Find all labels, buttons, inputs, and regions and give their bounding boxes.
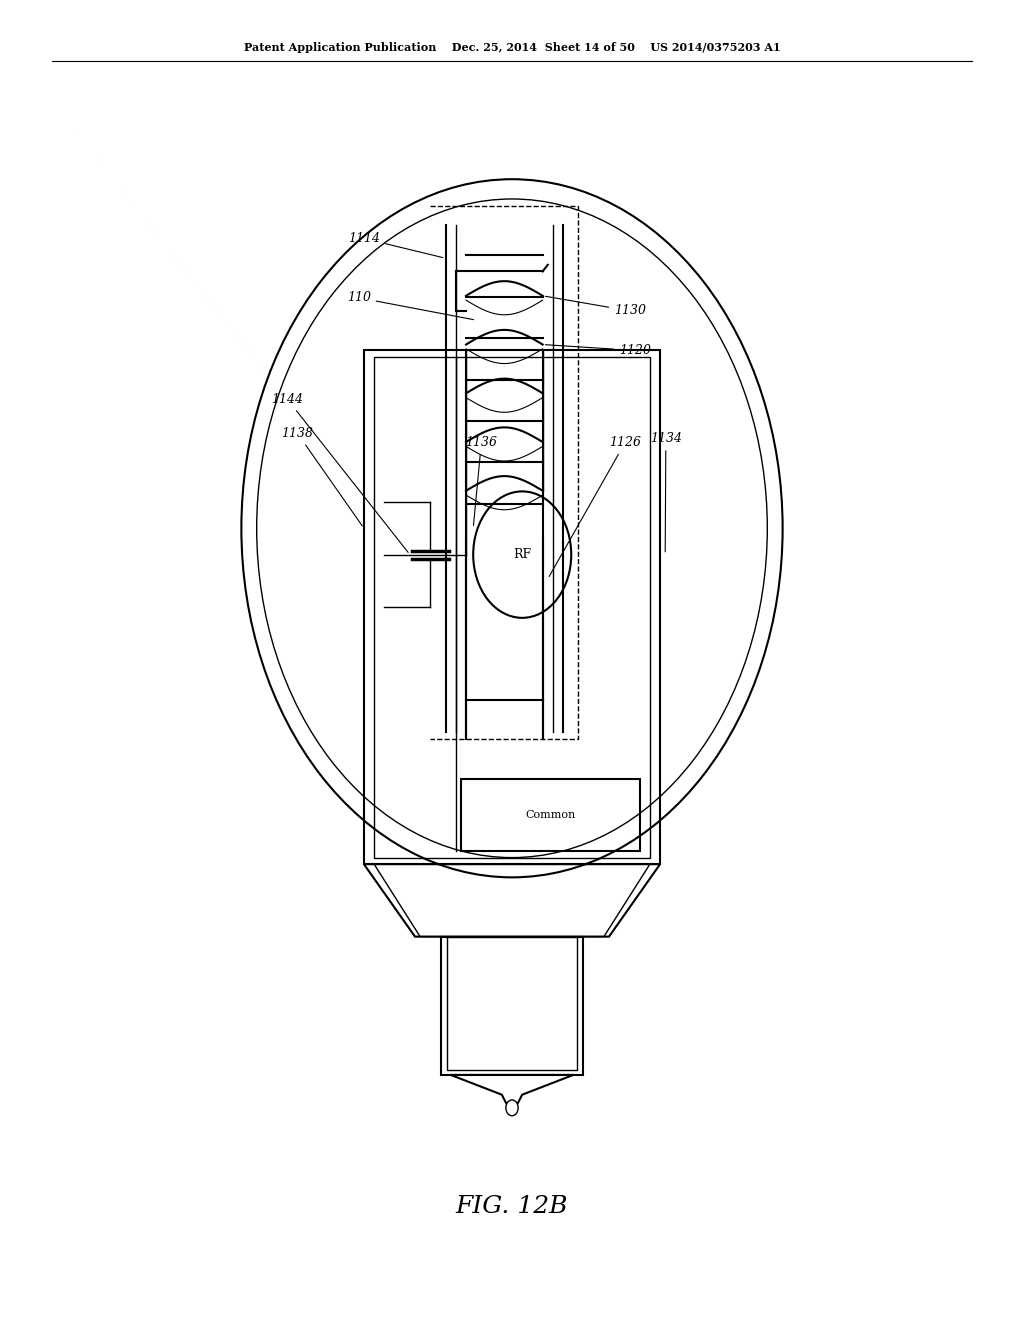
Text: RF: RF (513, 548, 531, 561)
Text: 1136: 1136 (465, 436, 498, 525)
Text: Patent Application Publication    Dec. 25, 2014  Sheet 14 of 50    US 2014/03752: Patent Application Publication Dec. 25, … (244, 42, 780, 53)
Text: 1144: 1144 (271, 392, 409, 553)
Text: 1120: 1120 (546, 345, 651, 356)
Circle shape (506, 1100, 518, 1115)
Text: 110: 110 (347, 292, 473, 319)
Text: FIG. 12B: FIG. 12B (456, 1195, 568, 1218)
Text: 1134: 1134 (650, 432, 682, 552)
Text: 1130: 1130 (546, 296, 646, 317)
Text: 1126: 1126 (549, 436, 641, 577)
Text: 1114: 1114 (348, 232, 443, 257)
Text: 1138: 1138 (282, 426, 362, 525)
Text: Common: Common (525, 809, 575, 820)
